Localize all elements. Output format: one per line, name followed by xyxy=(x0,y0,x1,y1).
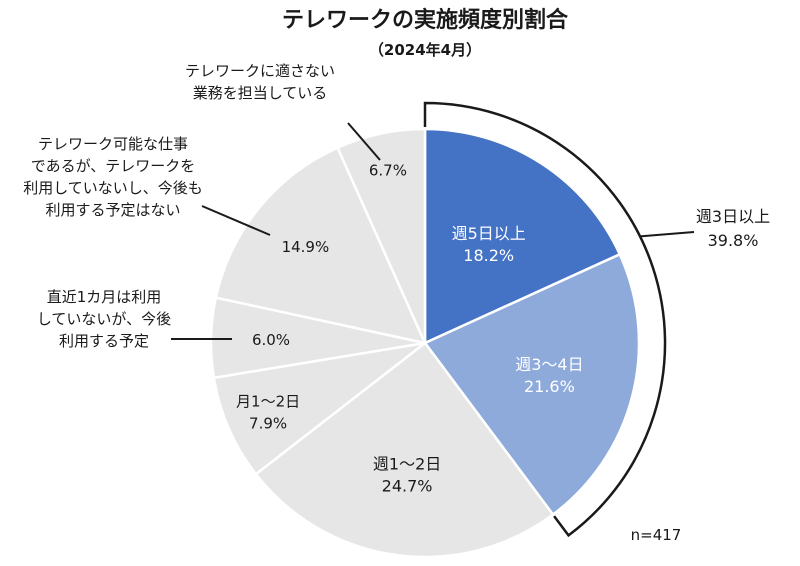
slice-category-label: であるが、テレワークを xyxy=(31,157,196,175)
pie-slice xyxy=(212,341,426,476)
slice-value-label: 21.6% xyxy=(524,377,575,396)
slice-value-label: 6.7% xyxy=(369,161,407,179)
pie-slice xyxy=(335,127,427,344)
pie-slice xyxy=(423,127,622,345)
slice-value-label: 14.9% xyxy=(282,238,330,256)
slice-category-label: テレワーク可能な仕事 xyxy=(38,135,188,153)
slice-category-label: 利用する予定はない xyxy=(45,201,180,219)
slice-category-label: 直近1カ月は利用 xyxy=(47,288,162,306)
chart-subtitle: （2024年4月） xyxy=(369,41,481,59)
leader-line xyxy=(347,122,381,161)
slice-value-label: 18.2% xyxy=(463,246,514,265)
slice-category-label: していないが、今後 xyxy=(37,310,171,328)
slice-category-label: 業務を担当している xyxy=(193,84,328,102)
slice-category-label: 週1～2日 xyxy=(373,455,441,474)
slice-category-label: 利用する予定 xyxy=(59,332,149,350)
slice-value-label: 7.9% xyxy=(249,415,287,433)
leader-line xyxy=(201,205,271,236)
group-label: 週3日以上 xyxy=(696,207,770,226)
sample-size-note: n=417 xyxy=(631,526,682,544)
pie-slice xyxy=(214,146,428,345)
slice-category-label: 月1～2日 xyxy=(236,393,300,411)
chart-title: テレワークの実施頻度別割合 xyxy=(282,7,569,33)
group-bracket xyxy=(423,101,667,538)
slice-category-label: 週3～4日 xyxy=(515,355,583,374)
slice-category-label: テレワークに適さない xyxy=(185,62,335,80)
slice-category-label: 利用していないし、今後も xyxy=(23,179,203,197)
slice-value-label: 24.7% xyxy=(382,477,433,496)
group-leader-line xyxy=(639,231,695,238)
group-value-label: 39.8% xyxy=(708,231,759,250)
pie-slice xyxy=(254,341,555,559)
slice-category-label: 週5日以上 xyxy=(452,224,526,243)
slice-value-label: 6.0% xyxy=(252,331,290,349)
pie-slice xyxy=(423,252,641,517)
